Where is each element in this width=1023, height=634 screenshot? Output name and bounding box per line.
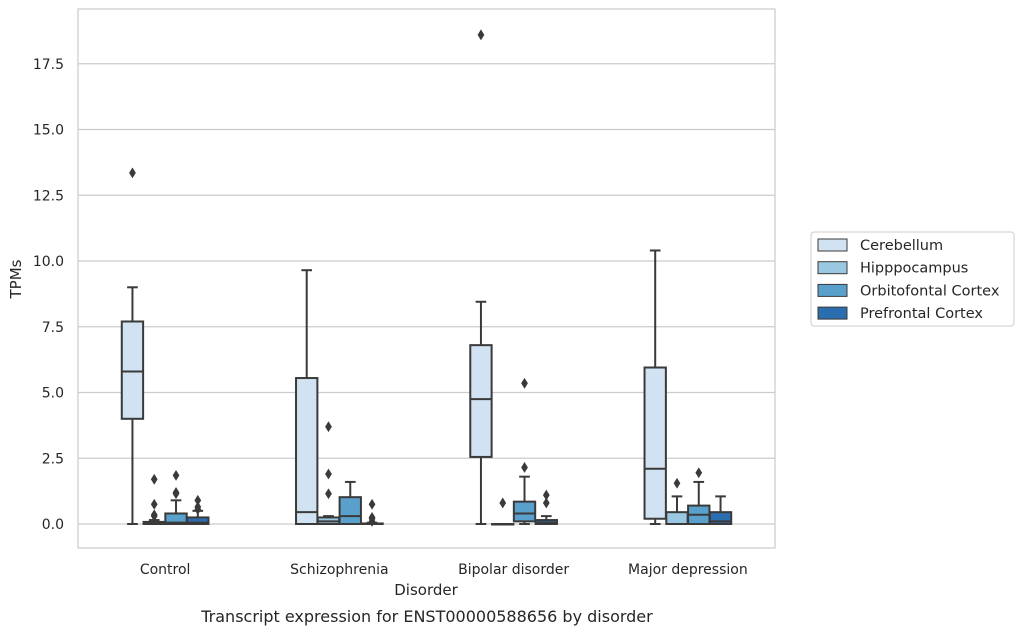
outlier-point: [150, 498, 158, 510]
legend-label: Cerebellum: [860, 238, 943, 254]
y-axis-label: TPMs: [7, 259, 25, 299]
legend-label: Hipppocampus: [860, 261, 968, 277]
box-hipppocampus: [665, 477, 689, 525]
x-tick-label: Bipolar disorder: [458, 562, 569, 578]
legend-swatch: [817, 238, 848, 252]
outlier-point: [521, 377, 528, 389]
y-tick-label: 17.5: [33, 57, 64, 73]
y-tick-label: 12.5: [33, 188, 64, 204]
iqr-box: [120, 320, 145, 420]
y-tick-label: 15.0: [33, 123, 64, 139]
box-hipppocampus: [491, 497, 515, 526]
iqr-box: [665, 511, 689, 525]
box-prefrontal-cortex: [360, 498, 384, 527]
y-tick-label: 0.0: [42, 517, 64, 533]
y-tick-label: 2.5: [42, 451, 64, 467]
chart-caption: Transcript expression for ENST0000058865…: [200, 607, 653, 626]
outlier-point: [325, 488, 332, 500]
box-cerebellum: [643, 249, 667, 525]
y-tick-label: 7.5: [42, 320, 64, 336]
box-prefrontal-cortex: [534, 489, 558, 525]
iqr-box: [186, 516, 210, 525]
outlier-point: [368, 498, 376, 510]
outlier-point: [325, 468, 332, 480]
outlier-point: [499, 497, 507, 509]
box-orbitofontal-cortex: [512, 377, 537, 525]
y-tick-label: 5.0: [42, 386, 64, 402]
legend-label: Orbitofontal Cortex: [860, 283, 1000, 299]
legend-frame: [810, 231, 1015, 327]
iqr-box: [708, 511, 733, 525]
outlier-point: [194, 501, 202, 513]
outlier-point: [129, 167, 136, 179]
y-tick-label: 10.0: [33, 254, 64, 270]
outlier-point: [172, 469, 180, 481]
outlier-point: [325, 421, 332, 433]
box-series: [120, 29, 733, 527]
iqr-box: [643, 366, 667, 520]
outlier-point: [172, 487, 180, 498]
x-tick-label: Major depression: [628, 562, 748, 578]
box-prefrontal-cortex: [186, 494, 210, 525]
outlier-point: [542, 489, 550, 501]
box-hipppocampus: [316, 421, 341, 525]
outlier-point: [542, 497, 550, 509]
x-tick-labels: Control Schizophrenia Bipolar disorder Majo…: [140, 562, 748, 578]
iqr-box: [295, 377, 319, 525]
outlier-point: [695, 467, 703, 479]
box-cerebellum: [120, 167, 145, 525]
legend-swatch: [817, 261, 848, 275]
y-tick-labels: 0.0 2.5 5.0 7.5 10.0 12.5 15.0 17.5: [33, 57, 64, 533]
box-cerebellum: [295, 269, 319, 525]
outlier-point: [194, 494, 202, 506]
plot-frame: [77, 8, 776, 549]
iqr-box: [338, 496, 362, 526]
box-hipppocampus: [142, 473, 166, 525]
outlier-point: [477, 29, 485, 41]
y-gridlines: [78, 63, 775, 525]
box-cerebellum: [469, 29, 493, 525]
iqr-box: [469, 344, 493, 458]
legend-swatch: [817, 306, 848, 320]
box-orbitofontal-cortex: [687, 467, 711, 525]
legend-swatch: [817, 283, 848, 297]
legend-label: Prefrontal Cortex: [860, 306, 983, 322]
box-orbitofontal-cortex: [338, 480, 362, 526]
x-tick-label: Control: [140, 562, 191, 578]
outlier-point: [521, 462, 528, 473]
box-prefrontal-cortex: [708, 495, 733, 525]
x-axis-label: Disorder: [394, 581, 458, 599]
outlier-point: [150, 473, 158, 485]
box-orbitofontal-cortex: [164, 469, 188, 525]
x-tick-label: Schizophrenia: [290, 562, 388, 578]
outlier-point: [673, 477, 681, 489]
legend: Cerebellum Hipppocampus Orbitofontal Corte…: [810, 231, 1015, 327]
iqr-box: [512, 500, 537, 523]
outlier-point: [368, 512, 376, 523]
outlier-point: [150, 509, 158, 521]
